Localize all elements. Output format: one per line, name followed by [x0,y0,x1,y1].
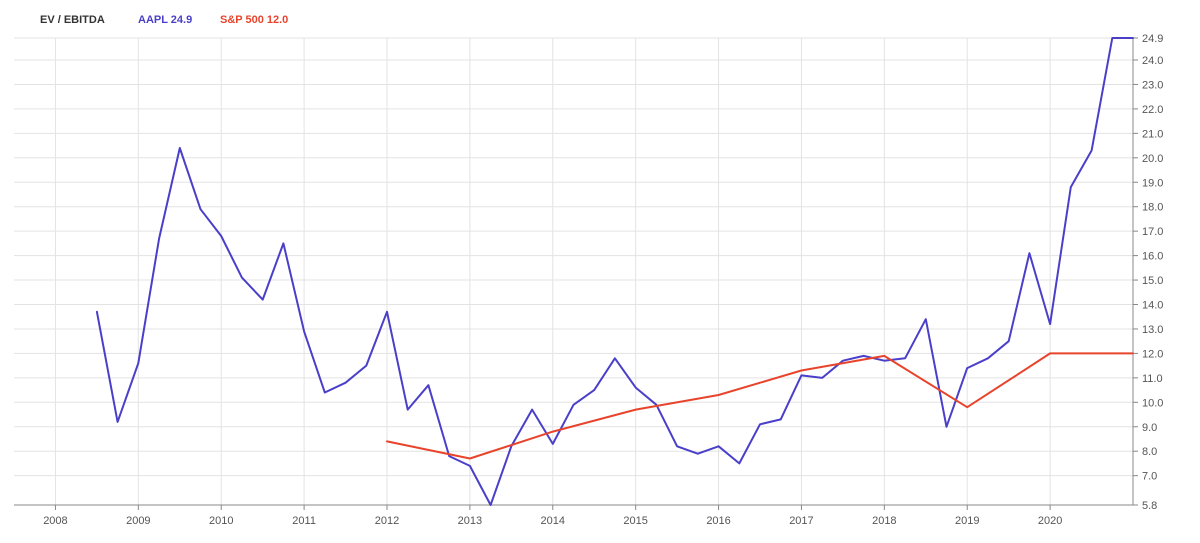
x-tick-label: 2018 [872,515,896,527]
y-tick-label: 16.0 [1142,251,1163,263]
y-tick-label: 24.0 [1142,55,1163,67]
y-tick-label: 20.0 [1142,153,1163,165]
legend-aapl: AAPL 24.9 [138,14,192,26]
x-tick-label: 2019 [955,515,979,527]
x-tick-label: 2008 [43,515,67,527]
x-tick-label: 2017 [789,515,813,527]
y-tick-label: 23.0 [1142,79,1163,91]
y-tick-label: 22.0 [1142,104,1163,116]
x-tick-label: 2020 [1038,515,1062,527]
y-tick-label: 12.0 [1142,348,1163,360]
x-tick-label: 2010 [209,515,233,527]
y-tick-label: 17.0 [1142,226,1163,238]
y-tick-label: 15.0 [1142,275,1163,287]
x-tick-label: 2011 [292,515,316,527]
sp500-series-line [386,352,1134,460]
y-tick-label: 8.0 [1142,446,1157,458]
y-tick-label: 14.0 [1142,300,1163,312]
y-tick-label: 7.0 [1142,471,1157,483]
legend-sp500: S&P 500 12.0 [220,14,288,26]
legend: EV / EBITDA AAPL 24.9 S&P 500 12.0 [40,14,288,26]
y-tick-label: 19.0 [1142,177,1163,189]
y-tick-label: 21.0 [1142,128,1163,140]
x-tick-label: 2013 [458,515,482,527]
y-tick-label: 11.0 [1142,373,1163,385]
y-tick-label: 18.0 [1142,202,1163,214]
grid-lines [14,37,1133,506]
y-tick-label: 24.9 [1142,33,1163,45]
aapl-series-line [95,37,1134,506]
x-tick-label: 2012 [375,515,399,527]
y-tick-label: 10.0 [1142,397,1163,409]
y-tick-label: 5.8 [1142,500,1157,512]
legend-title: EV / EBITDA [40,14,105,26]
series-lines [95,37,1134,506]
x-tick-label: 2016 [706,515,730,527]
y-tick-label: 9.0 [1142,422,1157,434]
x-tick-label: 2014 [541,515,565,527]
axes: 2008 2009 2010 2011 2012 2013 2014 2015 2016 2017… [14,33,1163,527]
x-tick-label: 2015 [623,515,647,527]
x-tick-label: 2009 [126,515,150,527]
y-tick-label: 13.0 [1142,324,1163,336]
